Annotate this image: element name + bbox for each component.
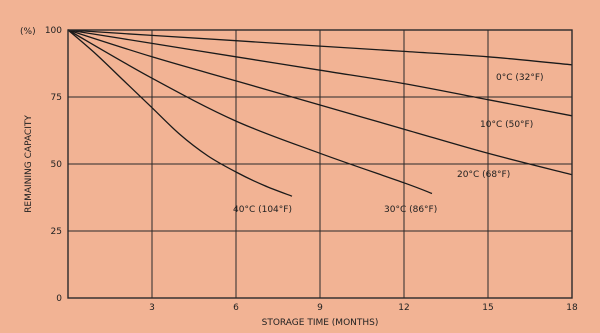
y-tick-label: 100 [45,26,62,36]
series-label-4: 40°C (104°F) [233,205,292,215]
series-label-3: 30°C (86°F) [384,205,437,215]
label-layer: 3 6 9 12 15 18 0 25 50 75 100 0°C (32°F) 10°C (50°F)… [45,26,578,313]
x-axis-label: STORAGE TIME (MONTHS) [262,318,379,328]
x-tick-label: 6 [233,303,239,313]
series-line-0 [67,29,573,66]
plot-frame [67,29,573,299]
y-tick-label: 50 [51,160,63,170]
series-label-2: 20°C (68°F) [457,170,510,180]
x-tick-label: 12 [398,303,409,313]
x-tick-label: 9 [317,303,323,313]
series-line-4 [67,29,293,197]
x-tick-label: 15 [482,303,493,313]
y-unit-label: (%) [20,27,36,37]
grid-layer [68,30,572,298]
y-tick-label: 75 [51,93,62,103]
series-label-1: 10°C (50°F) [480,120,533,130]
x-tick-label: 18 [566,303,578,313]
y-tick-label: 0 [56,294,62,304]
curve-layer [67,29,573,197]
y-axis-label: REMAINING CAPACITY [24,115,34,213]
series-line-2 [67,29,573,176]
x-tick-label: 3 [149,303,155,313]
series-line-1 [67,29,573,117]
series-label-0: 0°C (32°F) [496,73,544,83]
y-tick-label: 25 [51,227,62,237]
series-line-3 [67,29,433,195]
